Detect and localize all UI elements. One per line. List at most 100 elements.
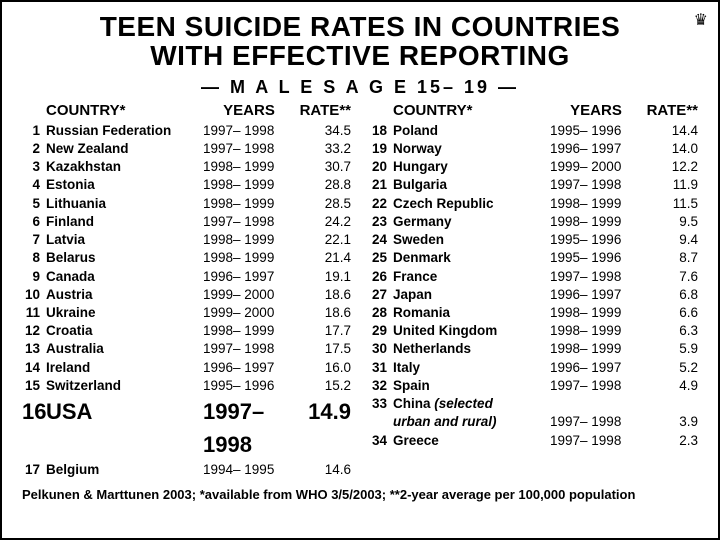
rate-cell: 3.9 [642,413,698,431]
left-header-row: COUNTRY* YEARS RATE** [22,102,351,119]
country-cell: United Kingdom [393,322,550,340]
china-row-1: 33 China (selected [369,395,698,413]
years-cell: 1997– 1998 [203,395,295,461]
rate-cell: 33.2 [295,140,351,158]
rate-cell: 24.2 [295,213,351,231]
years-cell: 1998– 1999 [203,176,295,194]
table-row: 11Ukraine1999– 200018.6 [22,304,351,322]
years-cell: 1996– 1997 [550,140,642,158]
data-columns: COUNTRY* YEARS RATE** 1Russian Federatio… [22,102,698,480]
years-cell: 1995– 1996 [550,122,642,140]
years-cell: 1997– 1998 [550,176,642,194]
rate-cell: 8.7 [642,249,698,267]
years-cell: 1995– 1996 [550,249,642,267]
table-row: 19Norway1996– 199714.0 [369,140,698,158]
country-cell: Russian Federation [46,122,203,140]
years-cell: 1994– 1995 [203,461,295,479]
rank-cell: 14 [22,359,46,377]
table-row: 7Latvia1998– 199922.1 [22,231,351,249]
table-row: 24Sweden1995– 19969.4 [369,231,698,249]
rate-cell: 9.5 [642,213,698,231]
table-row: 17 Belgium 1994– 1995 14.6 [22,461,351,479]
header-country: COUNTRY* [393,102,550,119]
country-cell: Ukraine [46,304,203,322]
rate-cell: 18.6 [295,304,351,322]
country-cell: Belarus [46,249,203,267]
years-cell: 1996– 1997 [550,359,642,377]
table-row: 3Kazakhstan1998– 199930.7 [22,158,351,176]
country-cell: Kazakhstan [46,158,203,176]
rate-cell: 22.1 [295,231,351,249]
years-cell: 1998– 1999 [203,231,295,249]
rate-cell: 28.5 [295,195,351,213]
rank-cell: 33 [369,395,393,413]
table-row: 12Croatia1998– 199917.7 [22,322,351,340]
rate-cell: 16.0 [295,359,351,377]
country-cell: Italy [393,359,550,377]
footnote: Pelkunen & Marttunen 2003; *available fr… [22,487,698,502]
rate-cell: 11.9 [642,176,698,194]
table-row: 34 Greece 1997– 1998 2.3 [369,432,698,450]
country-cell: Austria [46,286,203,304]
header-years: YEARS [550,102,642,119]
table-row: 10Austria1999– 200018.6 [22,286,351,304]
country-cell: Japan [393,286,550,304]
country-cell: USA [46,395,203,461]
rank-cell: 34 [369,432,393,450]
country-cell: Spain [393,377,550,395]
country-cell: France [393,268,550,286]
table-row: 32Spain1997– 19984.9 [369,377,698,395]
right-column: COUNTRY* YEARS RATE** 18Poland1995– 1996… [369,102,698,480]
header-years: YEARS [203,102,295,119]
rate-cell: 6.3 [642,322,698,340]
country-cell-sub: urban and rural) [393,413,550,431]
rank-cell: 16 [22,395,46,461]
years-cell: 1996– 1997 [203,268,295,286]
right-header-row: COUNTRY* YEARS RATE** [369,102,698,119]
rank-cell: 7 [22,231,46,249]
rate-cell: 15.2 [295,377,351,395]
country-cell: Norway [393,140,550,158]
rate-cell: 34.5 [295,122,351,140]
rank-cell: 17 [22,461,46,479]
table-row: 29United Kingdom1998– 19996.3 [369,322,698,340]
rank-cell: 2 [22,140,46,158]
rate-cell: 2.3 [642,432,698,450]
rank-cell: 27 [369,286,393,304]
rank-cell: 31 [369,359,393,377]
country-cell: Romania [393,304,550,322]
table-row: 22Czech Republic1998– 199911.5 [369,195,698,213]
table-row: 2New Zealand1997– 199833.2 [22,140,351,158]
country-cell: Lithuania [46,195,203,213]
years-cell: 1995– 1996 [550,231,642,249]
table-row: 14Ireland1996– 199716.0 [22,359,351,377]
country-cell: Estonia [46,176,203,194]
rank-cell: 11 [22,304,46,322]
years-cell: 1999– 2000 [550,158,642,176]
years-cell: 1997– 1998 [550,432,642,450]
years-cell: 1997– 1998 [550,413,642,431]
rate-cell: 9.4 [642,231,698,249]
table-row: 26France1997– 19987.6 [369,268,698,286]
table-row: 28Romania1998– 19996.6 [369,304,698,322]
rank-cell: 23 [369,213,393,231]
table-row: 9Canada1996– 199719.1 [22,268,351,286]
table-row: 25Denmark1995– 19968.7 [369,249,698,267]
rank-cell: 18 [369,122,393,140]
table-row: 30Netherlands1998– 19995.9 [369,340,698,358]
rate-cell: 6.8 [642,286,698,304]
rank-cell: 25 [369,249,393,267]
rank-cell: 20 [369,158,393,176]
country-cell: Switzerland [46,377,203,395]
country-cell: Belgium [46,461,203,479]
table-row: 15Switzerland1995– 199615.2 [22,377,351,395]
years-cell: 1996– 1997 [203,359,295,377]
left-column: COUNTRY* YEARS RATE** 1Russian Federatio… [22,102,351,480]
years-cell: 1998– 1999 [550,340,642,358]
table-row: 27Japan1996– 19976.8 [369,286,698,304]
rate-cell: 11.5 [642,195,698,213]
rank-cell: 26 [369,268,393,286]
country-cell: Poland [393,122,550,140]
title-line-2: WITH EFFECTIVE REPORTING [150,40,570,71]
country-cell: Greece [393,432,550,450]
